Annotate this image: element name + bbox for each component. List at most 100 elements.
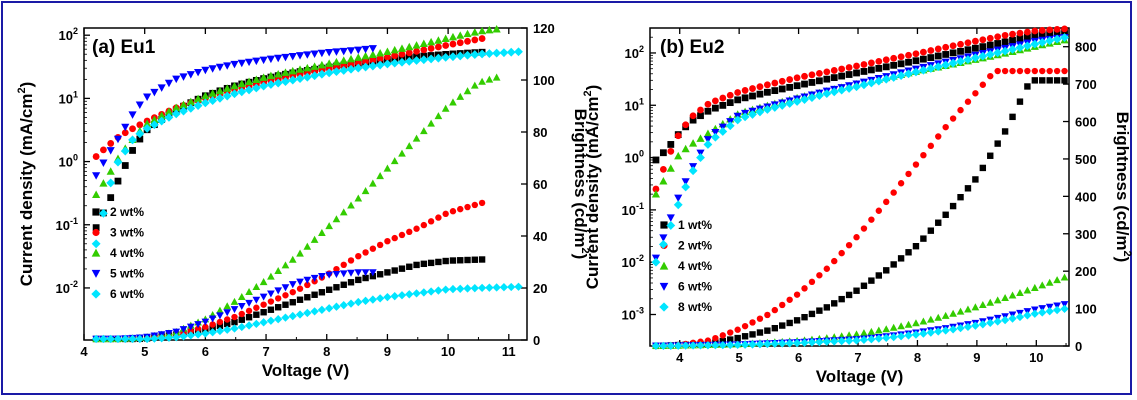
brightness-point [405, 142, 414, 150]
current-point [800, 95, 809, 104]
current-point [391, 52, 399, 60]
current-point [143, 119, 152, 127]
current-point [815, 77, 823, 85]
current-point [186, 97, 195, 106]
brightness-point [927, 227, 935, 234]
brightness-point [874, 326, 883, 334]
current-point [449, 40, 457, 48]
current-point [448, 52, 458, 62]
brightness-point [361, 269, 370, 277]
brightness-point [904, 331, 913, 340]
brightness-point [1024, 67, 1031, 75]
brightness-point [252, 319, 261, 329]
brightness-point [362, 274, 369, 282]
current-point [971, 37, 979, 45]
brightness-point [282, 301, 289, 308]
current-point [666, 214, 675, 222]
brightness-point [281, 313, 290, 322]
current-point [113, 157, 123, 167]
brightness-point [507, 282, 516, 292]
current-point [741, 94, 749, 102]
brightness-point [224, 320, 231, 328]
brightness-point [201, 329, 210, 338]
brightness-point [941, 311, 950, 319]
panel-title: (b) Eu2 [660, 37, 724, 58]
current-point [514, 47, 523, 57]
brightness-point [435, 214, 442, 221]
brightness-point [259, 293, 268, 301]
brightness-point [223, 325, 232, 334]
brightness-point [406, 228, 413, 236]
brightness-point [369, 245, 377, 252]
brightness-point [890, 189, 897, 196]
brightness-point [267, 272, 275, 280]
current-point [354, 46, 363, 55]
y-left-axis-label: Current density (mA/cm2) [582, 85, 602, 290]
current-point [734, 89, 742, 96]
current-point [771, 87, 779, 95]
brightness-point [1009, 113, 1016, 121]
brightness-point [253, 304, 260, 311]
brightness-point [238, 316, 245, 323]
current-point [259, 56, 268, 65]
brightness-point [830, 337, 839, 346]
brightness-point [332, 270, 341, 279]
brightness-point [867, 327, 876, 335]
current-point [237, 87, 247, 97]
current-point [150, 115, 159, 123]
brightness-point [1031, 77, 1039, 84]
brightness-point [259, 318, 268, 327]
brightness-point [260, 301, 267, 308]
brightness-point [755, 340, 765, 349]
current-point [689, 139, 698, 147]
current-point [911, 67, 921, 77]
x-tick-label: 9 [973, 350, 980, 365]
brightness-point [771, 324, 779, 332]
current-point [222, 91, 232, 101]
brightness-point [734, 326, 741, 333]
brightness-point [237, 322, 246, 332]
current-point [926, 64, 936, 73]
current-point [949, 42, 957, 50]
current-point [164, 112, 174, 122]
current-point [703, 129, 713, 137]
current-point [353, 63, 363, 73]
current-point [726, 91, 734, 99]
brightness-point [853, 287, 860, 294]
brightness-point [994, 67, 1001, 75]
brightness-point [741, 333, 749, 340]
brightness-point [763, 339, 772, 349]
current-point [681, 178, 690, 186]
brightness-point [187, 327, 195, 334]
brightness-point [260, 309, 267, 316]
brightness-point [1060, 273, 1069, 281]
y-left-tick-label: 10-2 [622, 253, 644, 270]
current-point [223, 84, 232, 92]
brightness-point [831, 257, 838, 265]
brightness-point [688, 341, 698, 350]
brightness-point [711, 341, 720, 350]
current-point [681, 144, 690, 153]
brightness-point [897, 180, 905, 187]
current-point [659, 234, 668, 242]
brightness-point [919, 317, 928, 325]
y-left-tick-label: 10-3 [622, 306, 644, 323]
current-point [136, 135, 144, 143]
brightness-point [106, 334, 115, 344]
current-point [667, 141, 675, 148]
brightness-point [727, 329, 734, 336]
brightness-point [369, 179, 377, 187]
current-point [157, 116, 167, 126]
brightness-point [986, 298, 995, 306]
brightness-point [223, 309, 232, 317]
brightness-point [1000, 315, 1010, 325]
brightness-point [793, 317, 801, 324]
current-point [354, 59, 362, 67]
legend-marker [91, 269, 101, 278]
brightness-point [135, 334, 144, 344]
brightness-point [1052, 305, 1062, 315]
legend-marker [660, 221, 668, 229]
brightness-point [756, 329, 764, 336]
brightness-point [756, 315, 764, 322]
series-6wt [651, 33, 1069, 350]
